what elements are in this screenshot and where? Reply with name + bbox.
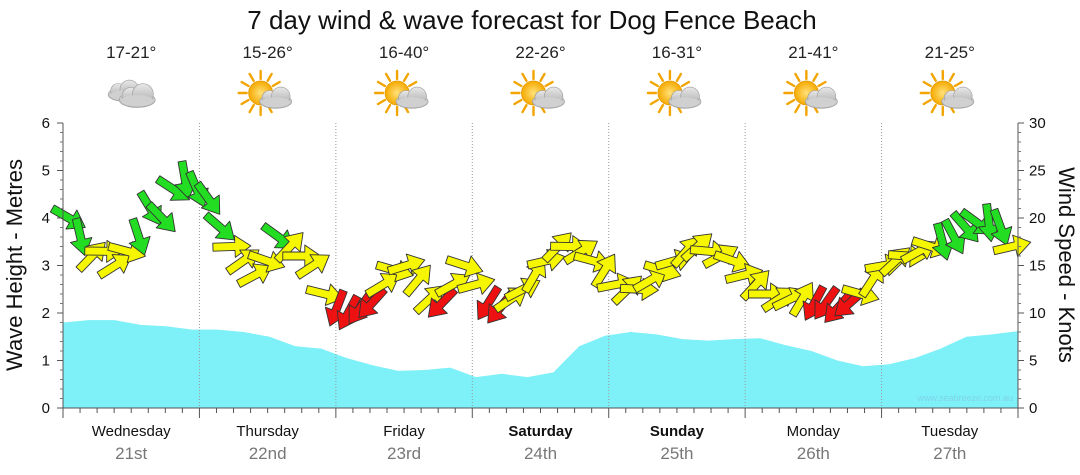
wind-arrow	[358, 286, 388, 319]
y-tick-label-right: 10	[1029, 305, 1046, 322]
y-tick-label-left: 0	[42, 400, 50, 417]
cloud-shape	[259, 86, 293, 109]
temperature-range: 16-31°	[652, 43, 702, 62]
x-day-label: Monday	[787, 423, 841, 440]
daily-weather-header: 17-21° 15-26° 16-40° 22-26° 16-31° 21-41° 21-2…	[106, 43, 975, 117]
partly-cloudy-icon	[646, 69, 702, 117]
wind-arrow	[49, 204, 86, 230]
temperature-range: 15-26°	[243, 43, 293, 62]
wave-height-area	[63, 320, 1018, 408]
wind-arrow	[724, 263, 764, 286]
wind-arrow	[145, 201, 176, 233]
wind-arrow	[992, 234, 1032, 257]
wind-arrow	[456, 272, 496, 295]
wind-arrow	[273, 232, 304, 264]
partly-cloudy-icon	[373, 69, 429, 117]
temperature-range: 16-40°	[379, 43, 429, 62]
wind-arrow	[521, 258, 547, 294]
y-tick-label-right: 30	[1029, 115, 1046, 132]
wind-arrow	[590, 253, 616, 289]
y-tick-label-left: 2	[42, 305, 50, 322]
wind-arrow	[193, 180, 221, 215]
y-tick-label-right: 25	[1029, 163, 1046, 180]
cloud-shape	[668, 86, 702, 109]
wind-arrow	[236, 263, 273, 288]
x-day-label: Saturday	[508, 423, 573, 440]
cloud-shape	[118, 83, 156, 108]
wind-arrow	[739, 270, 770, 302]
y-tick-label-left: 4	[42, 210, 50, 227]
wind-arrow	[989, 207, 1013, 246]
x-day-label: Friday	[383, 423, 425, 440]
x-day-label: Sunday	[650, 423, 705, 440]
y-tick-label-left: 1	[42, 353, 50, 370]
wind-arrow	[260, 222, 295, 249]
x-day-label: Tuesday	[921, 423, 978, 440]
cloud-shape	[532, 86, 565, 109]
wind-arrow	[128, 217, 151, 256]
wind-arrow	[364, 273, 401, 299]
wind-arrow	[402, 264, 431, 298]
x-date-label: 21st	[115, 444, 147, 463]
wind-arrow	[427, 286, 459, 318]
wind-speed-series	[49, 160, 1032, 331]
y-tick-label-right: 5	[1029, 353, 1037, 370]
partly-cloudy-icon	[510, 69, 565, 117]
x-date-label: 24th	[524, 444, 557, 463]
cloud-shape	[804, 86, 838, 109]
chart-title: 7 day wind & wave forecast for Dog Fence…	[247, 5, 816, 35]
x-date-label: 23rd	[387, 444, 421, 463]
cloud-shape	[395, 86, 429, 109]
cloudy-icon	[107, 79, 156, 108]
partly-cloudy-icon	[237, 69, 293, 117]
wave-height-area-path	[63, 320, 1018, 408]
temperature-range: 22-26°	[515, 43, 565, 62]
x-day-label: Wednesday	[92, 423, 171, 440]
partly-cloudy-icon	[919, 69, 975, 117]
y-tick-label-left: 5	[42, 163, 50, 180]
temperature-range: 21-25°	[925, 43, 975, 62]
x-day-label: Thursday	[236, 423, 299, 440]
wind-arrow	[712, 250, 752, 273]
wind-arrow	[202, 211, 235, 241]
sun-shape	[783, 69, 830, 117]
axes: 0 1 2 3 4 5 6 0 5 10 15 20 25 30 Wednesday 21st Thursday…	[42, 115, 1046, 463]
x-date-label: 26th	[797, 444, 830, 463]
y-tick-label-left: 6	[42, 115, 50, 132]
temperature-range: 17-21°	[106, 43, 156, 62]
wind-arrow	[305, 283, 344, 306]
temperature-range: 21-41°	[788, 43, 838, 62]
wind-arrow	[96, 254, 132, 280]
y-axis-left-label: Wave Height - Metres	[2, 159, 27, 371]
x-date-label: 25th	[660, 444, 693, 463]
x-date-label: 27th	[933, 444, 966, 463]
wind-arrow	[445, 255, 484, 278]
y-axis-right-label: Wind Speed - Knots	[1054, 167, 1079, 363]
cloud-shape	[941, 86, 975, 109]
y-tick-label-right: 0	[1029, 400, 1037, 417]
y-tick-label-right: 15	[1029, 258, 1046, 275]
x-date-label: 22nd	[249, 444, 287, 463]
partly-cloudy-icon	[783, 69, 838, 117]
y-tick-label-left: 3	[42, 258, 50, 275]
y-tick-label-right: 20	[1029, 210, 1046, 227]
credit-text: www.seabreeze.com.au	[916, 393, 1013, 403]
wind-arrow	[294, 254, 330, 280]
